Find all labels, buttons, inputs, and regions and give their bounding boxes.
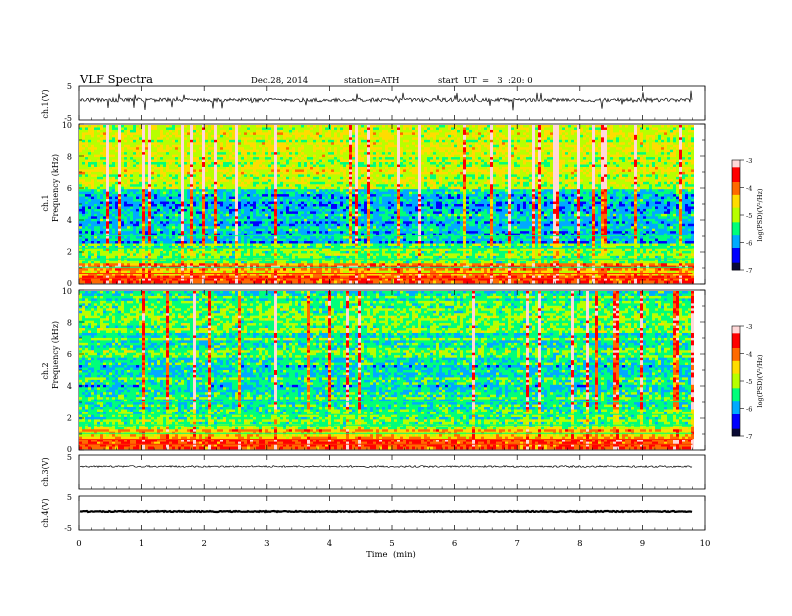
- colorbar-tick-label: -3: [746, 157, 752, 165]
- panel-ch1-frame: [79, 86, 705, 120]
- panel-ch3-frame: [79, 455, 705, 489]
- xtick-label: 3: [264, 539, 269, 549]
- colorbar-tick-label: -6: [746, 406, 752, 414]
- ytick-label: 10: [62, 121, 72, 130]
- colorbar-ch2-label: log(PSD)(V²/Hz): [756, 354, 764, 407]
- xtick-label: 10: [700, 539, 711, 549]
- colorbar-tick-label: -5: [746, 212, 752, 220]
- ytick-label: 4: [67, 382, 72, 391]
- vlf-spectra-figure: VLF Spectra Dec.28, 2014 station=ATH sta…: [0, 0, 792, 612]
- xtick-label: 9: [640, 539, 645, 549]
- ylabel2-ch1-spectrogram: ch.1: [41, 194, 50, 211]
- ylabel-ch2-spectrogram: Frequency (kHz): [51, 321, 60, 389]
- colorbar-tick-label: -6: [746, 240, 752, 248]
- ytick-label: 6: [67, 350, 72, 359]
- ytick-label: 5: [67, 453, 72, 462]
- xtick-label: 5: [389, 539, 394, 549]
- ytick-label: 2: [67, 247, 72, 256]
- station-label: station=ATH: [344, 76, 399, 86]
- waveform-ch1: [80, 91, 692, 111]
- ytick-label: 2: [67, 413, 72, 422]
- colorbar-tick-label: -7: [746, 433, 752, 441]
- ytick-label: 6: [67, 184, 72, 193]
- date-label: Dec.28, 2014: [251, 76, 308, 86]
- ytick-label: 4: [67, 216, 72, 225]
- xtick-label: 8: [577, 539, 582, 549]
- ytick-label: -5: [64, 524, 72, 533]
- colorbar-tick-label: -3: [746, 323, 752, 331]
- ylabel-ch1-spectrogram: Frequency (kHz): [51, 154, 60, 222]
- colorbar-ch1: [732, 160, 740, 270]
- xtick-label: 0: [76, 539, 81, 549]
- waveform-ch3: [80, 466, 692, 468]
- xaxis-label: Time (min): [366, 549, 416, 560]
- colorbar-ch1-label: log(PSD)(V²/Hz): [756, 188, 764, 241]
- ylabel-ch3: ch.3(V): [41, 457, 50, 486]
- colorbar-tick-label: -5: [746, 378, 752, 386]
- spectrogram-ch1: [79, 125, 694, 283]
- figure-title: VLF Spectra: [79, 72, 153, 86]
- spectrogram-ch2: [79, 291, 694, 449]
- xtick-label: 6: [452, 539, 457, 549]
- ylabel-ch1: ch.1(V): [41, 89, 50, 118]
- ylabel-ch4: ch.4(V): [41, 498, 50, 527]
- ytick-label: 8: [67, 153, 72, 162]
- ytick-label: 5: [67, 82, 72, 91]
- ytick-label: 8: [67, 319, 72, 328]
- colorbar-tick-label: -7: [746, 267, 752, 275]
- ytick-label: 10: [62, 287, 72, 296]
- ytick-label: 5: [67, 493, 72, 502]
- xtick-label: 2: [201, 539, 206, 549]
- waveform-ch4: [80, 511, 692, 512]
- colorbar-ch2: [732, 326, 740, 436]
- colorbar-tick-label: -4: [746, 185, 752, 193]
- start-time-label: start UT = 3 :20: 0: [438, 76, 533, 86]
- ylabel2-ch2-spectrogram: ch.2: [41, 362, 50, 379]
- xtick-label: 1: [139, 539, 144, 549]
- xtick-label: 4: [327, 539, 332, 549]
- xtick-label: 7: [514, 539, 519, 549]
- colorbar-tick-label: -4: [746, 351, 752, 359]
